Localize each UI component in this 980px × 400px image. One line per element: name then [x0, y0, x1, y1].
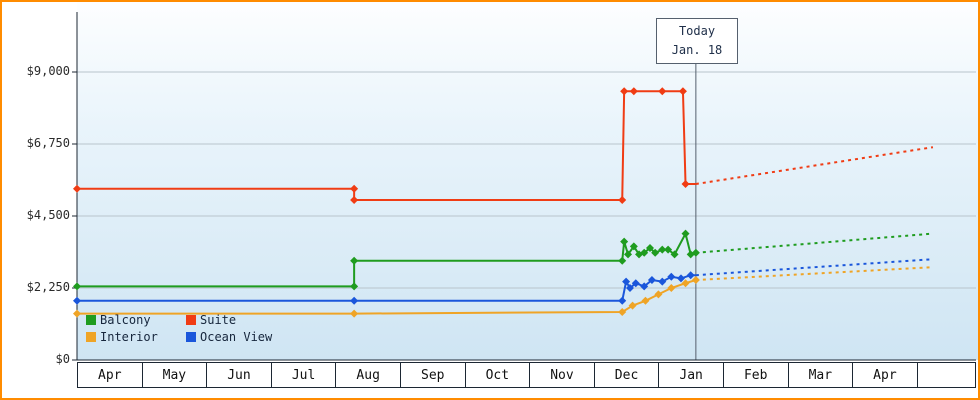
today-box: Today Jan. 18 [656, 18, 738, 64]
legend-label: Interior [100, 330, 158, 344]
marker-ocean-view [625, 284, 634, 292]
series-forecast-balcony [695, 232, 934, 254]
marker-ocean-view [667, 272, 676, 281]
marker-suite [620, 87, 629, 96]
marker-balcony [651, 248, 660, 257]
series-line-interior [77, 279, 697, 315]
legend-item-interior: Interior [86, 330, 186, 344]
marker-suite [350, 196, 359, 204]
marker-suite [678, 87, 687, 96]
series-forecast-suite [695, 146, 934, 185]
marker-balcony [624, 250, 633, 259]
marker-balcony [620, 237, 629, 246]
legend-item-balcony: Balcony [86, 313, 186, 327]
month-cell-10-feb: Feb [724, 363, 789, 387]
marker-balcony [664, 245, 673, 254]
marker-interior [691, 276, 700, 284]
legend-label: Ocean View [200, 330, 273, 344]
legend-swatch-icon [86, 315, 96, 325]
legend-item-suite: Suite [186, 313, 272, 327]
month-cell-2-jun: Jun [207, 363, 272, 387]
y-axis-label: $2,250 [26, 280, 70, 294]
marker-balcony [681, 229, 690, 238]
marker-interior [618, 308, 627, 316]
marker-suite [350, 184, 359, 193]
month-cell-9-jan: Jan [659, 363, 724, 387]
series-line-balcony [77, 230, 697, 288]
marker-ocean-view [631, 279, 640, 288]
y-axis-label: $6,750 [26, 136, 70, 150]
legend-swatch-icon [186, 315, 196, 325]
month-cell-12-apr: Apr [853, 363, 918, 387]
marker-ocean-view [647, 276, 656, 284]
marker-balcony [670, 250, 679, 259]
marker-balcony [646, 244, 655, 252]
marker-balcony [658, 245, 667, 254]
marker-interior [350, 309, 359, 318]
marker-balcony [618, 256, 627, 265]
marker-interior [628, 301, 637, 310]
legend-swatch-icon [86, 332, 96, 342]
month-cell-0-apr: Apr [78, 363, 143, 387]
marker-ocean-view [350, 296, 359, 305]
legend-swatch-icon [186, 332, 196, 342]
marker-interior [73, 309, 81, 318]
month-cell-6-oct: Oct [466, 363, 531, 387]
month-axis: Apr May Jun Jul Aug Sep Oct Nov Dec Jan Feb Mar Apr [77, 362, 976, 388]
y-axis-label: $9,000 [26, 64, 70, 78]
y-axis-label: $0 [55, 352, 70, 366]
month-cell-11-mar: Mar [789, 363, 854, 387]
legend-label: Balcony [100, 313, 151, 327]
month-cell-8-dec: Dec [595, 363, 660, 387]
legend: Balcony Suite Interior Ocean View [86, 313, 272, 344]
marker-interior [667, 284, 676, 292]
marker-balcony [73, 282, 81, 291]
marker-ocean-view [73, 296, 81, 305]
series-line-suite [77, 90, 696, 201]
marker-balcony [640, 248, 649, 257]
marker-interior [654, 290, 663, 299]
legend-item-ocean-view: Ocean View [186, 330, 272, 344]
series-forecast-ocean-view [695, 258, 934, 277]
month-cell-7-nov: Nov [530, 363, 595, 387]
marker-suite [629, 87, 638, 96]
marker-suite [658, 87, 667, 96]
marker-suite [681, 180, 690, 188]
y-axis-label: $4,500 [26, 208, 70, 222]
month-cell-5-sep: Sep [401, 363, 466, 387]
marker-balcony [629, 242, 638, 251]
marker-ocean-view [686, 271, 695, 280]
marker-suite [73, 184, 81, 193]
marker-interior [641, 296, 650, 305]
legend-label: Suite [200, 313, 237, 327]
series-forecast-interior [695, 266, 934, 281]
marker-balcony [350, 282, 359, 291]
today-date: Jan. 18 [671, 43, 723, 57]
marker-ocean-view [618, 296, 627, 305]
month-cell-1-may: May [143, 363, 208, 387]
marker-balcony [350, 256, 359, 265]
today-label: Today [678, 24, 716, 38]
marker-suite [618, 196, 627, 204]
marker-ocean-view [640, 282, 649, 291]
month-cell-4-aug: Aug [336, 363, 401, 387]
marker-ocean-view [677, 274, 686, 283]
marker-balcony [691, 248, 700, 257]
month-cell-3-jul: Jul [272, 363, 337, 387]
month-cell-empty [918, 363, 975, 387]
marker-ocean-view [622, 277, 631, 286]
marker-interior [681, 279, 690, 288]
marker-ocean-view [658, 277, 667, 286]
